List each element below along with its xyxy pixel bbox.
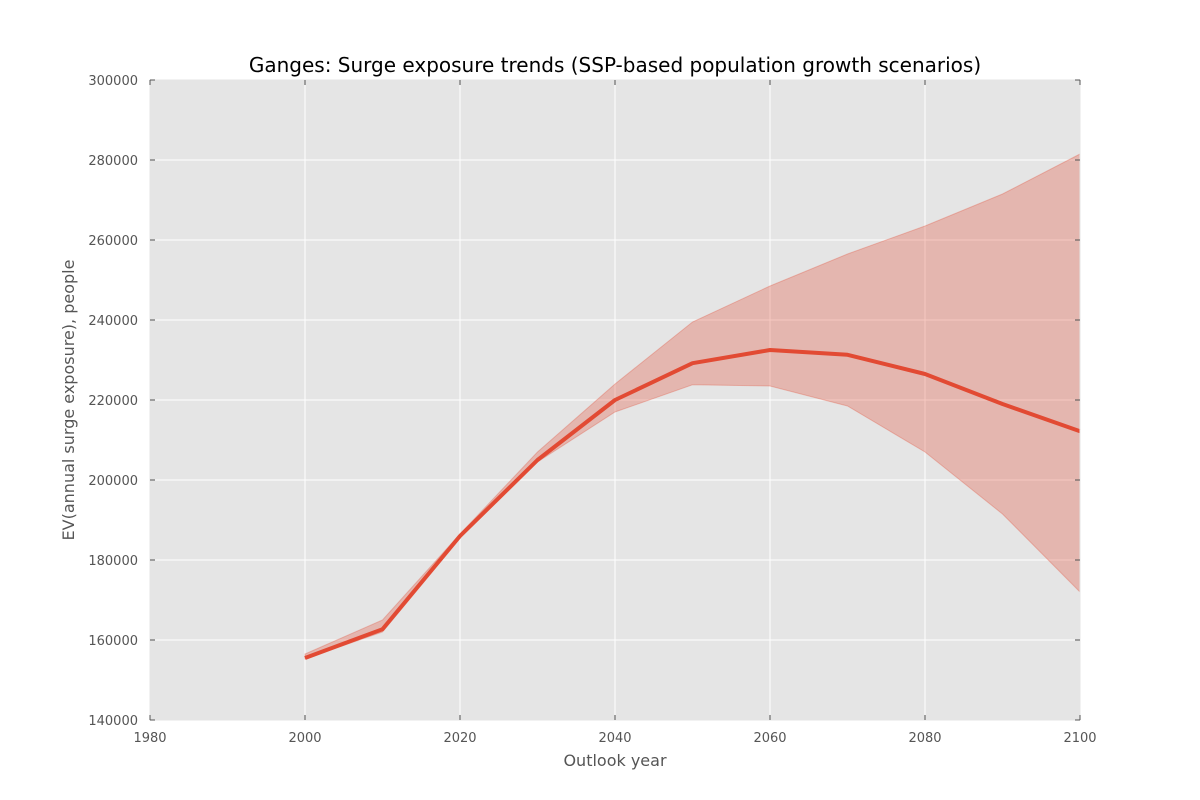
x-tick-label: 2080 xyxy=(908,731,941,746)
y-tick-label: 180000 xyxy=(88,554,138,569)
series-line xyxy=(304,348,1081,660)
y-tick-label: 280000 xyxy=(88,154,138,169)
x-tick-label: 2020 xyxy=(443,731,476,746)
x-tick-label: 2100 xyxy=(1063,731,1096,746)
y-tick-label: 160000 xyxy=(88,634,138,649)
x-tick-label: 2060 xyxy=(753,731,786,746)
y-tick-label: 220000 xyxy=(88,394,138,409)
y-axis-label: EV(annual surge exposure), people xyxy=(59,260,78,541)
x-axis-label: Outlook year xyxy=(563,751,667,770)
y-tick-label: 200000 xyxy=(88,474,138,489)
chart-title: Ganges: Surge exposure trends (SSP-based… xyxy=(249,53,981,77)
axis-ticks: 1980 2000 2020 2040 2060 2080 2100 140000 160000… xyxy=(88,74,1096,746)
y-tick-label: 300000 xyxy=(88,74,138,89)
x-tick-label: 2000 xyxy=(288,731,321,746)
y-tick-label: 140000 xyxy=(88,714,138,729)
x-tick-label: 2040 xyxy=(598,731,631,746)
y-tick-label: 240000 xyxy=(88,314,138,329)
x-tick-label: 1980 xyxy=(133,731,166,746)
y-tick-label: 260000 xyxy=(88,234,138,249)
